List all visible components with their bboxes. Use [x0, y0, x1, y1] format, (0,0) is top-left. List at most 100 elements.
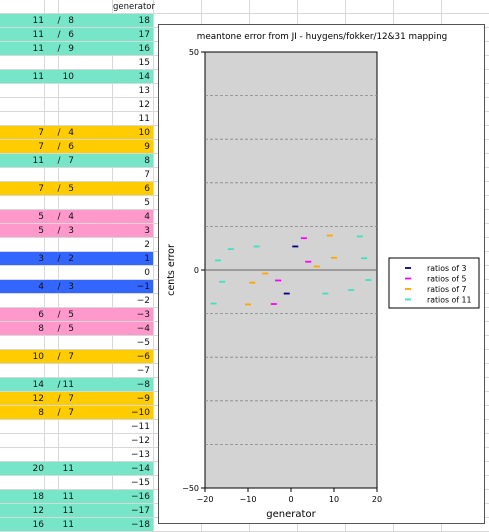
generator-cell[interactable]: −16: [131, 492, 150, 502]
numerator-cell[interactable]: 7: [38, 128, 44, 138]
generator-cell[interactable]: −9: [136, 394, 150, 404]
numerator-cell[interactable]: [0, 266, 44, 280]
generator-cell[interactable]: 7: [144, 170, 150, 180]
denominator-cell[interactable]: 5: [68, 324, 74, 334]
numerator-cell[interactable]: [0, 0, 44, 14]
denominator-cell[interactable]: [57, 0, 74, 14]
numerator-cell[interactable]: 11: [32, 16, 44, 26]
generator-cell[interactable]: −7: [136, 366, 150, 376]
generator-cell[interactable]: 18: [138, 16, 150, 26]
generator-cell[interactable]: 8: [144, 156, 150, 166]
numerator-cell[interactable]: [0, 196, 44, 210]
generator-cell[interactable]: −15: [131, 478, 150, 488]
denominator-cell[interactable]: 10: [62, 72, 74, 82]
generator-cell[interactable]: −8: [136, 380, 150, 390]
denominator-cell[interactable]: 7: [68, 394, 74, 404]
generator-cell[interactable]: 6: [144, 184, 150, 194]
numerator-cell[interactable]: 8: [38, 408, 44, 418]
numerator-cell[interactable]: [0, 364, 44, 378]
generator-cell[interactable]: 11: [138, 114, 150, 124]
denominator-cell[interactable]: [57, 98, 74, 112]
denominator-cell[interactable]: 8: [68, 16, 74, 26]
numerator-cell[interactable]: 16: [32, 520, 44, 530]
generator-cell[interactable]: 15: [138, 58, 150, 68]
numerator-cell[interactable]: 5: [38, 226, 44, 236]
generator-cell[interactable]: 14: [138, 72, 150, 82]
denominator-cell[interactable]: [57, 294, 74, 308]
generator-cell[interactable]: −11: [131, 422, 150, 432]
numerator-cell[interactable]: [0, 112, 44, 126]
generator-cell[interactable]: 2: [144, 240, 150, 250]
generator-cell[interactable]: −4: [136, 324, 150, 334]
table-row[interactable]: [0, 0, 489, 14]
numerator-cell[interactable]: 5: [38, 212, 44, 222]
denominator-cell[interactable]: [57, 266, 74, 280]
generator-cell[interactable]: −5: [136, 338, 150, 348]
numerator-cell[interactable]: 7: [38, 142, 44, 152]
numerator-cell[interactable]: 10: [32, 352, 44, 362]
generator-cell[interactable]: 13: [138, 86, 150, 96]
denominator-cell[interactable]: 6: [68, 142, 74, 152]
generator-cell[interactable]: −17: [131, 506, 150, 516]
numerator-cell[interactable]: [0, 420, 44, 434]
numerator-cell[interactable]: [0, 238, 44, 252]
generator-cell[interactable]: 12: [138, 100, 150, 110]
generator-cell[interactable]: −2: [136, 296, 150, 306]
generator-cell[interactable]: 0: [144, 268, 150, 278]
generator-cell[interactable]: −10: [131, 408, 150, 418]
numerator-cell[interactable]: 11: [32, 156, 44, 166]
numerator-cell[interactable]: 4: [38, 282, 44, 292]
numerator-cell[interactable]: 14: [32, 380, 44, 390]
denominator-cell[interactable]: 5: [68, 184, 74, 194]
generator-cell[interactable]: 10: [138, 128, 150, 138]
denominator-cell[interactable]: [57, 84, 74, 98]
generator-cell[interactable]: −6: [136, 352, 150, 362]
numerator-cell[interactable]: 3: [38, 254, 44, 264]
denominator-cell[interactable]: 11: [62, 506, 74, 516]
denominator-cell[interactable]: 11: [62, 380, 74, 390]
denominator-cell[interactable]: [57, 336, 74, 350]
generator-cell[interactable]: −18: [131, 520, 150, 530]
denominator-cell[interactable]: 4: [68, 212, 74, 222]
numerator-cell[interactable]: 11: [32, 30, 44, 40]
numerator-cell[interactable]: 12: [32, 506, 44, 516]
numerator-cell[interactable]: [0, 98, 44, 112]
numerator-cell[interactable]: 11: [32, 72, 44, 82]
numerator-cell[interactable]: 18: [32, 492, 44, 502]
denominator-cell[interactable]: [57, 364, 74, 378]
generator-cell[interactable]: −14: [131, 464, 150, 474]
generator-cell[interactable]: 4: [144, 212, 150, 222]
numerator-cell[interactable]: [0, 476, 44, 490]
denominator-cell[interactable]: 4: [68, 128, 74, 138]
numerator-cell[interactable]: 8: [38, 324, 44, 334]
denominator-cell[interactable]: [57, 476, 74, 490]
denominator-cell[interactable]: 5: [68, 310, 74, 320]
numerator-cell[interactable]: [0, 84, 44, 98]
numerator-cell[interactable]: 11: [32, 44, 44, 54]
numerator-cell[interactable]: [0, 448, 44, 462]
generator-cell[interactable]: 16: [138, 44, 150, 54]
denominator-cell[interactable]: 3: [68, 226, 74, 236]
denominator-cell[interactable]: 2: [68, 254, 74, 264]
numerator-cell[interactable]: [0, 294, 44, 308]
denominator-cell[interactable]: [57, 56, 74, 70]
numerator-cell[interactable]: 12: [32, 394, 44, 404]
denominator-cell[interactable]: 11: [62, 492, 74, 502]
numerator-cell[interactable]: [0, 336, 44, 350]
generator-cell[interactable]: 1: [144, 254, 150, 264]
generator-cell[interactable]: 5: [144, 198, 150, 208]
denominator-cell[interactable]: 7: [68, 352, 74, 362]
numerator-cell[interactable]: 20: [32, 464, 44, 474]
numerator-cell[interactable]: 7: [38, 184, 44, 194]
denominator-cell[interactable]: 7: [68, 408, 74, 418]
generator-cell[interactable]: 9: [144, 142, 150, 152]
numerator-cell[interactable]: [0, 168, 44, 182]
denominator-cell[interactable]: [57, 448, 74, 462]
denominator-cell[interactable]: 11: [62, 464, 74, 474]
generator-cell[interactable]: −13: [131, 450, 150, 460]
denominator-cell[interactable]: 6: [68, 30, 74, 40]
numerator-cell[interactable]: [0, 56, 44, 70]
generator-cell[interactable]: −3: [136, 310, 150, 320]
denominator-cell[interactable]: [57, 196, 74, 210]
generator-column-header[interactable]: generator: [113, 2, 155, 12]
